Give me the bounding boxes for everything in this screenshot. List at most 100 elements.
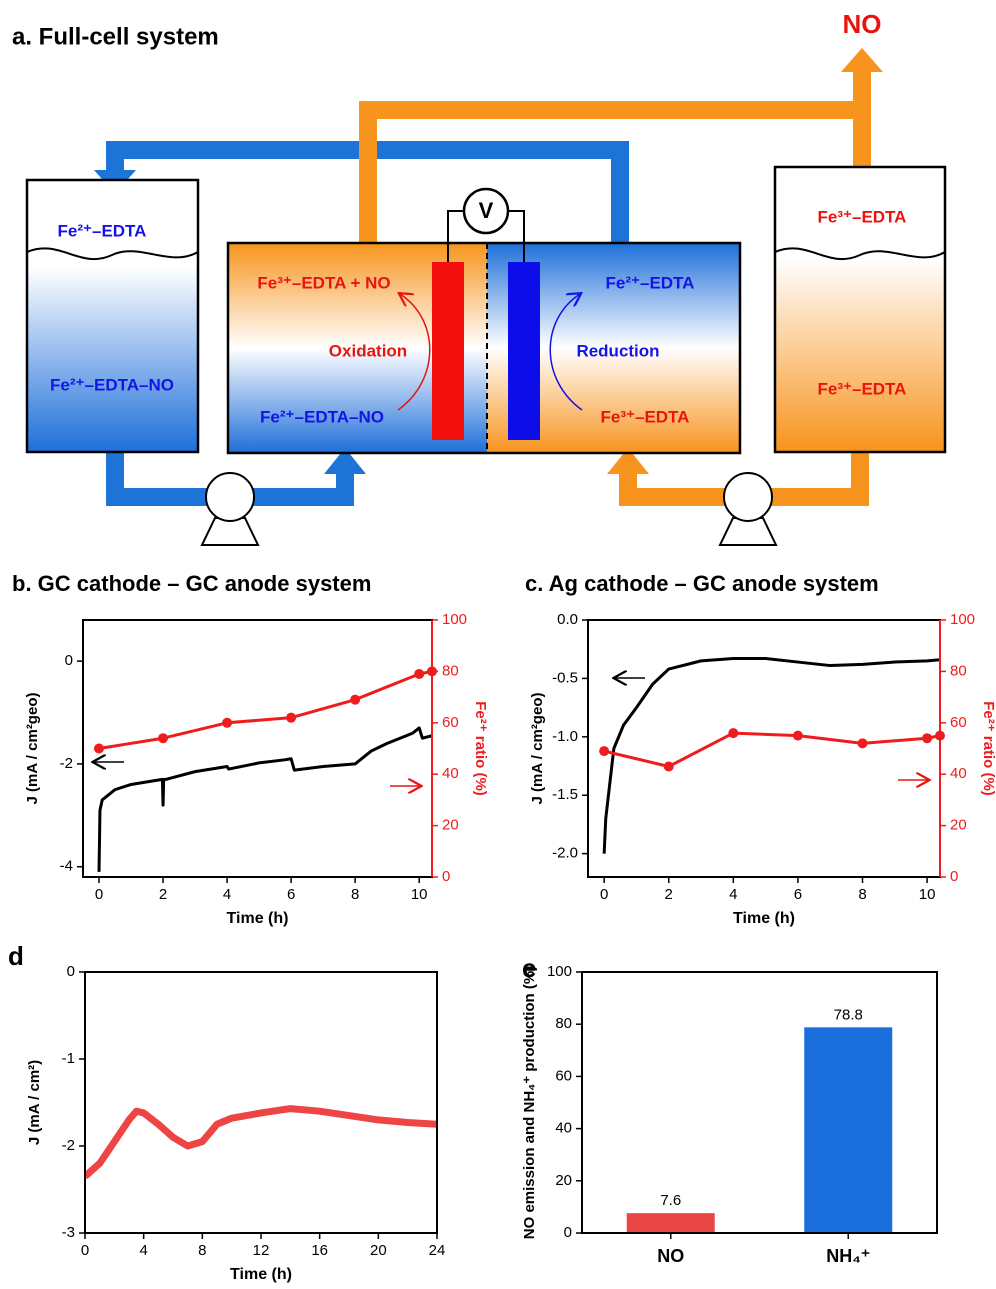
pipe [359,101,862,243]
y-tick-label: 0 [65,652,73,669]
data-point [350,694,361,705]
y2-axis-label: Fe²⁺ ratio (%) [472,701,489,796]
y-tick-label: 0 [67,963,75,980]
data-point [857,738,868,749]
y2-tick-label: 0 [950,868,958,885]
right-tank [773,165,947,454]
x-tick-label: 2 [665,886,673,903]
y-tick-label: 40 [555,1120,572,1137]
y-tick-label: 20 [555,1172,572,1189]
panel-title: b. GC cathode – GC anode system [12,571,371,596]
x-tick-label: 24 [429,1242,446,1259]
x-tick-label: NO [657,1246,684,1266]
pump-base [718,517,778,546]
y-tick-label: 0 [564,1224,572,1241]
x-tick-label: 4 [729,886,737,903]
data-line [603,731,940,768]
y2-tick-label: 80 [950,662,967,679]
arrowhead [324,448,366,474]
data-point [792,730,803,741]
x-tick-label: 6 [794,886,802,903]
data-point [663,761,674,772]
wire [447,210,464,262]
y-tick-label: -2 [62,1137,75,1154]
liquid-level [774,247,946,261]
species-label: Fe²⁺–EDTA–NO [50,375,174,394]
x-tick-label: 12 [253,1242,270,1259]
x-tick-label: 10 [411,886,428,903]
y2-tick-label: 40 [950,765,967,782]
x-tick-label: 8 [198,1242,206,1259]
species-label: Fe³⁺–EDTA [601,407,690,426]
pump [723,472,773,522]
left-tank [25,178,200,454]
pump [205,472,255,522]
y-tick-label: -2.0 [552,845,578,862]
y2-tick-label: 20 [442,817,459,834]
bar [626,1213,715,1233]
reaction-arrow [549,294,582,411]
y2-tick-label: 60 [950,714,967,731]
x-tick-label: 0 [81,1242,89,1259]
panel-title: c. Ag cathode – GC anode system [525,571,879,596]
data-point [414,668,425,679]
species-label: Fe³⁺–EDTA + NO [257,273,390,292]
y-tick-label: -4 [60,858,73,875]
species-label: Fe²⁺–EDTA [58,221,147,240]
y-tick-label: 60 [555,1067,572,1084]
x-tick-label: 2 [159,886,167,903]
value-label: 7.6 [660,1192,681,1209]
y2-tick-label: 20 [950,817,967,834]
x-tick-label: 4 [223,886,231,903]
x-tick-label: 16 [311,1242,328,1259]
x-tick-label: 8 [351,886,359,903]
y2-axis-label: Fe²⁺ ratio (%) [980,701,996,796]
y-tick-label: -3 [62,1224,75,1241]
y-tick-label: -0.5 [552,669,578,686]
y2-tick-label: 0 [442,868,450,885]
process-label: Reduction [576,341,659,360]
y2-tick-label: 80 [442,662,459,679]
species-label: Fe³⁺–EDTA [818,207,907,226]
y-tick-label: -2 [60,755,73,772]
panel-title: a. Full-cell system [12,23,219,50]
panel-title: e [522,953,536,983]
y-axis-label: NO emission and NH₄⁺ production (%) [521,966,538,1239]
x-tick-label: 10 [919,886,936,903]
data-line [97,726,432,872]
anode [432,262,464,440]
data-point [286,712,297,723]
x-axis-label: Time (h) [733,910,795,927]
species-label: Fe²⁺–EDTA–NO [260,407,384,426]
y-axis-label: J (mA / cm²) [26,1060,43,1145]
bar [804,1027,893,1233]
plot-frame [84,971,438,1234]
y-tick-label: -1.5 [552,786,578,803]
species-label: Fe²⁺–EDTA [606,273,695,292]
value-label: 78.8 [834,1006,863,1023]
data-point [728,728,739,739]
y2-tick-label: 60 [442,714,459,731]
y-tick-label: -1.0 [552,728,578,745]
no-label: NO [843,9,882,39]
y-axis-label: J (mA / cm²geo) [24,693,41,805]
data-point [599,746,610,757]
wire [508,210,525,262]
reaction-arrow [398,294,431,411]
x-axis-label: Time (h) [230,1266,292,1283]
species-label: Fe³⁺–EDTA [818,379,907,398]
voltmeter [462,187,510,235]
data-line [602,657,940,854]
data-point [922,733,933,744]
plot-frame [581,971,938,1234]
process-label: Oxidation [329,341,407,360]
x-tick-label: 0 [95,886,103,903]
x-tick-label: NH₄⁺ [826,1246,870,1266]
cathode [508,262,540,440]
data-line [98,669,432,750]
y2-tick-label: 100 [950,611,975,628]
y-axis-label: J (mA / cm²geo) [529,693,546,805]
x-tick-label: 6 [287,886,295,903]
x-tick-label: 20 [370,1242,387,1259]
